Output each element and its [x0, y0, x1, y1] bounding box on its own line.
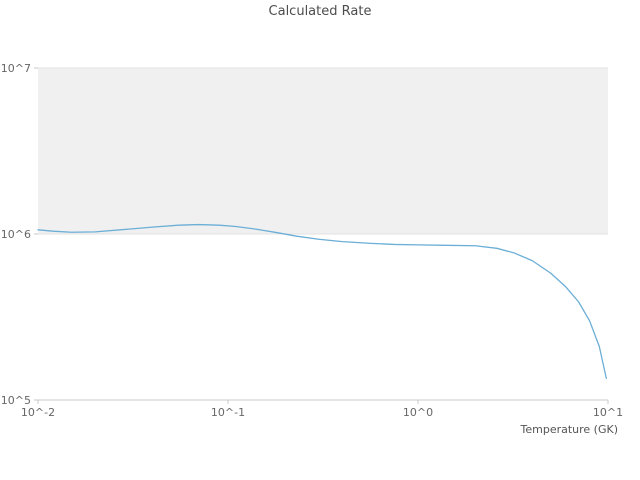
- x-tick-label: 10^0: [403, 406, 433, 419]
- plot-area: 10^-2 10^-1 10^0 10^1 10^5 10^6 10^7: [1, 62, 623, 419]
- x-axis-title: Temperature (GK): [520, 423, 619, 436]
- x-tick-label: 10^1: [593, 406, 623, 419]
- y-tick-label: 10^6: [1, 228, 31, 241]
- x-tick-label: 10^-2: [21, 406, 55, 419]
- series-line-calculated-rate: [37, 223, 607, 380]
- plot-band: [38, 68, 608, 234]
- chart-title: Calculated Rate: [268, 4, 372, 19]
- y-tick-label: 10^5: [1, 394, 31, 407]
- y-tick-label: 10^7: [1, 62, 31, 75]
- x-tick-label: 10^-1: [211, 406, 245, 419]
